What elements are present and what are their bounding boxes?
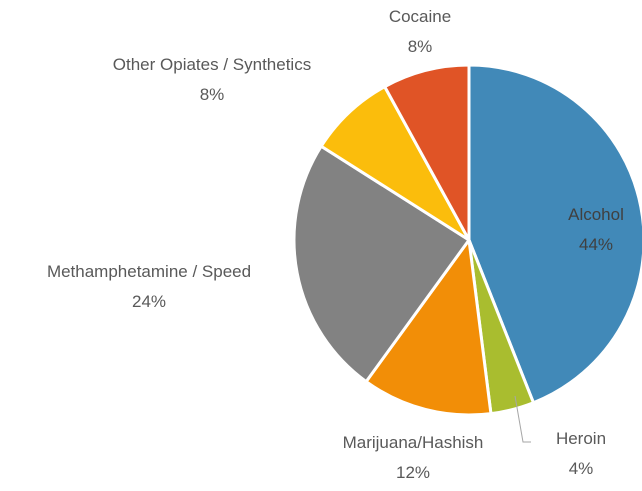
slice-label-heroin: Heroin xyxy=(556,429,606,448)
slices-layer xyxy=(292,63,642,417)
slice-label-marijuana-hashish: Marijuana/Hashish xyxy=(343,433,484,452)
labels-layer: Alcohol 44% Heroin 4% Marijuana/Hashish 12% Me… xyxy=(47,7,624,482)
slice-label-cocaine: Cocaine xyxy=(389,7,451,26)
pie-slice-marijuana-hashish xyxy=(364,238,493,417)
slice-label-methamphetamine-speed: Methamphetamine / Speed xyxy=(47,262,251,281)
slice-value-alcohol: 44% xyxy=(579,235,613,254)
pie-slice-alcohol xyxy=(467,63,642,405)
slice-value-cocaine: 8% xyxy=(408,37,433,56)
pie-slice-methamphetamine-speed xyxy=(292,144,471,384)
slice-label-other-opiates-synthetics: Other Opiates / Synthetics xyxy=(113,55,311,74)
slice-value-marijuana-hashish: 12% xyxy=(396,463,430,482)
leader-lines-layer xyxy=(514,395,531,443)
slice-value-methamphetamine-speed: 24% xyxy=(132,292,166,311)
slice-value-other-opiates-synthetics: 8% xyxy=(200,85,225,104)
leader-line-heroin xyxy=(514,395,531,443)
slice-value-heroin: 4% xyxy=(569,459,594,478)
slice-label-alcohol: Alcohol xyxy=(568,205,624,224)
pie-slice-cocaine xyxy=(383,63,471,242)
